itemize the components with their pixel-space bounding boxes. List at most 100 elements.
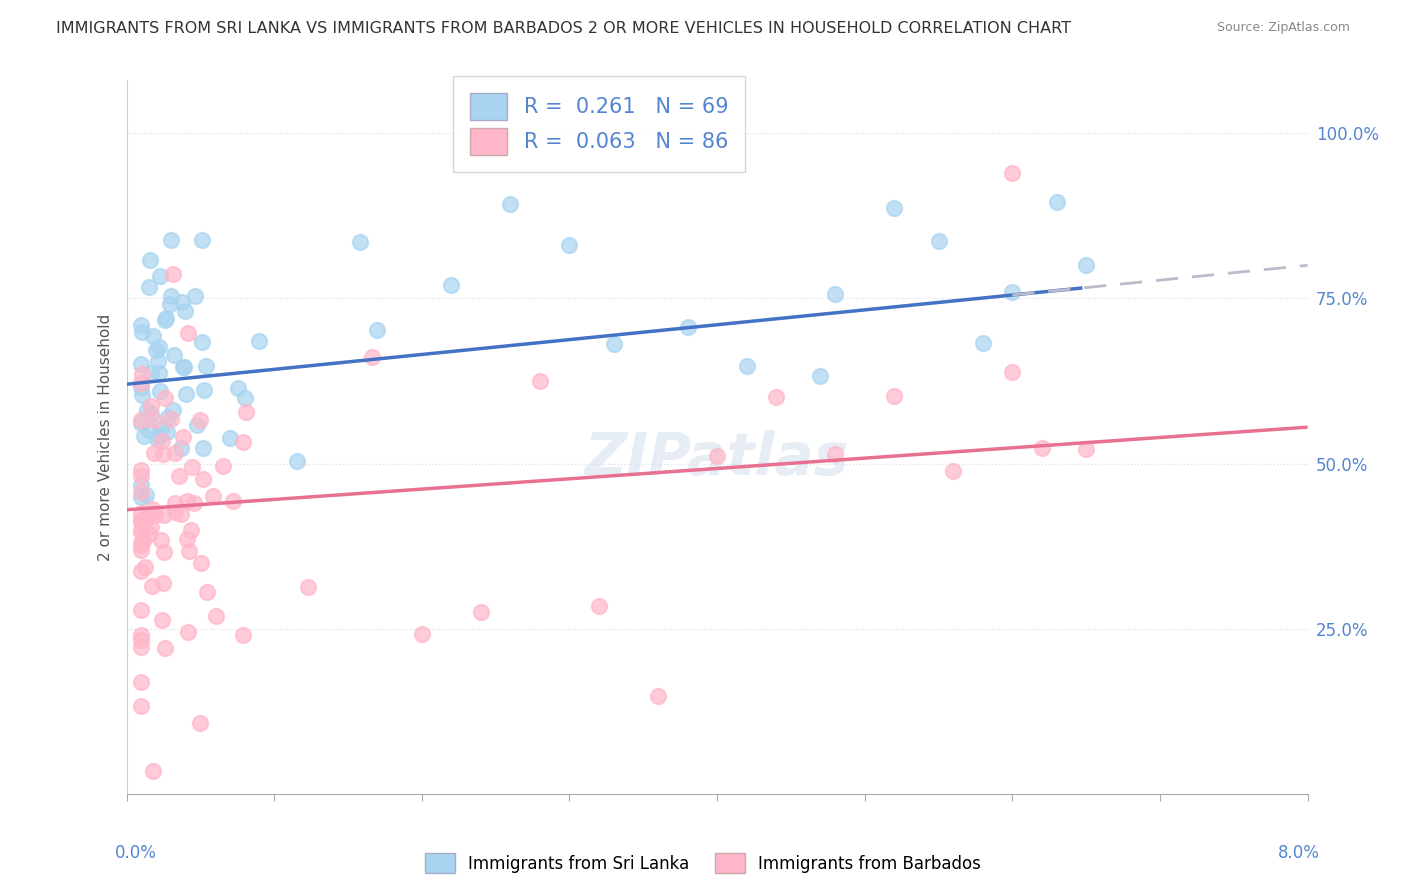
Point bbox=[174, 304, 197, 318]
Point bbox=[153, 641, 176, 656]
Point bbox=[150, 613, 173, 627]
Point bbox=[162, 268, 184, 282]
Point bbox=[129, 603, 153, 617]
Point bbox=[143, 446, 166, 460]
Point bbox=[212, 458, 235, 473]
Point bbox=[141, 400, 163, 414]
Point bbox=[349, 235, 371, 249]
Point bbox=[174, 387, 197, 401]
Point bbox=[190, 233, 212, 247]
Point bbox=[191, 334, 214, 349]
Point bbox=[177, 544, 200, 558]
Point bbox=[129, 463, 153, 477]
Point bbox=[129, 514, 153, 528]
Point bbox=[129, 413, 153, 427]
Point bbox=[191, 473, 214, 487]
Point bbox=[155, 391, 177, 405]
Point bbox=[190, 556, 212, 570]
Point bbox=[149, 384, 172, 399]
Point bbox=[129, 640, 153, 654]
Point bbox=[156, 425, 179, 439]
Point bbox=[972, 336, 994, 351]
Point bbox=[177, 625, 200, 640]
Point bbox=[148, 366, 170, 380]
Point bbox=[131, 523, 153, 537]
Point bbox=[131, 325, 153, 339]
Point bbox=[129, 490, 153, 504]
Point bbox=[470, 605, 492, 619]
Point bbox=[204, 608, 226, 623]
Point bbox=[135, 488, 157, 502]
Point bbox=[131, 387, 153, 401]
Point bbox=[150, 434, 173, 448]
Point bbox=[1046, 195, 1069, 210]
Point bbox=[152, 575, 174, 590]
Point bbox=[247, 334, 270, 348]
Point bbox=[1076, 442, 1098, 456]
Point bbox=[202, 489, 225, 503]
Point bbox=[160, 412, 183, 426]
Point bbox=[176, 494, 198, 508]
Point bbox=[228, 381, 250, 395]
Point bbox=[142, 764, 165, 779]
Point bbox=[153, 508, 176, 523]
Point bbox=[235, 405, 257, 419]
Point bbox=[142, 328, 165, 343]
Point bbox=[165, 446, 187, 460]
Point bbox=[558, 238, 581, 252]
Legend: R =  0.261   N = 69, R =  0.063   N = 86: R = 0.261 N = 69, R = 0.063 N = 86 bbox=[453, 77, 745, 171]
Point bbox=[169, 469, 191, 483]
Point bbox=[173, 359, 195, 374]
Point bbox=[129, 469, 153, 483]
Point bbox=[735, 359, 758, 373]
Point bbox=[129, 376, 153, 390]
Point bbox=[129, 357, 153, 371]
Point bbox=[186, 417, 208, 432]
Point bbox=[149, 269, 172, 284]
Point bbox=[222, 494, 245, 508]
Point bbox=[232, 434, 254, 449]
Point bbox=[883, 388, 905, 402]
Point bbox=[148, 340, 170, 354]
Point bbox=[148, 353, 170, 368]
Text: ZIPatlas: ZIPatlas bbox=[585, 430, 849, 487]
Point bbox=[193, 383, 215, 397]
Point bbox=[156, 409, 179, 424]
Point bbox=[180, 460, 202, 475]
Point bbox=[163, 496, 186, 510]
Point bbox=[139, 520, 162, 534]
Point bbox=[180, 523, 202, 537]
Point bbox=[136, 509, 159, 524]
Point bbox=[129, 318, 153, 333]
Point bbox=[440, 278, 463, 293]
Point bbox=[361, 350, 384, 364]
Point bbox=[219, 431, 242, 445]
Point bbox=[141, 502, 163, 516]
Point bbox=[172, 294, 194, 309]
Point bbox=[160, 234, 183, 248]
Point bbox=[588, 599, 610, 613]
Point bbox=[928, 234, 950, 248]
Point bbox=[153, 545, 176, 559]
Point bbox=[765, 390, 787, 404]
Point bbox=[129, 524, 153, 539]
Point bbox=[285, 454, 308, 468]
Text: 8.0%: 8.0% bbox=[1278, 844, 1319, 862]
Point bbox=[190, 413, 212, 427]
Point bbox=[129, 632, 153, 647]
Point bbox=[706, 449, 728, 463]
Point bbox=[810, 369, 832, 384]
Point bbox=[366, 323, 388, 337]
Point bbox=[170, 507, 193, 521]
Point bbox=[529, 375, 551, 389]
Point bbox=[172, 430, 194, 444]
Point bbox=[132, 533, 155, 548]
Point bbox=[162, 403, 184, 417]
Point bbox=[159, 297, 181, 311]
Text: IMMIGRANTS FROM SRI LANKA VS IMMIGRANTS FROM BARBADOS 2 OR MORE VEHICLES IN HOUS: IMMIGRANTS FROM SRI LANKA VS IMMIGRANTS … bbox=[56, 21, 1071, 36]
Point bbox=[188, 715, 211, 730]
Point bbox=[170, 441, 193, 455]
Point bbox=[141, 407, 163, 421]
Point bbox=[232, 627, 254, 641]
Point bbox=[163, 505, 186, 519]
